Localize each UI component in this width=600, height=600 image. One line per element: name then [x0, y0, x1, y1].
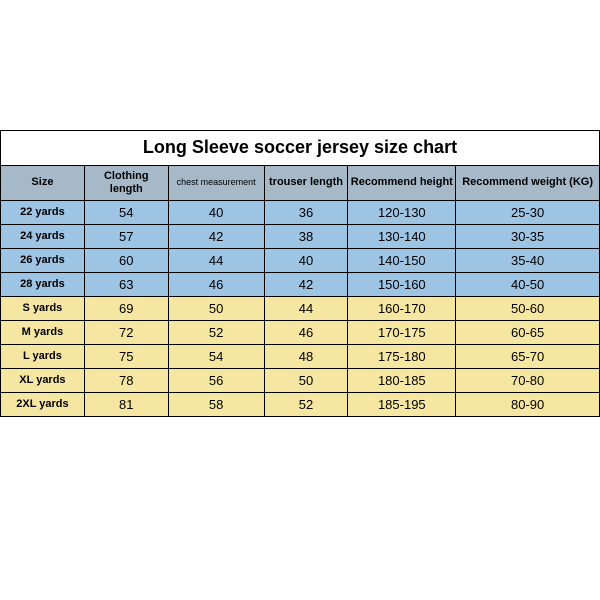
value-cell: 63: [84, 272, 168, 296]
value-cell: 36: [264, 200, 348, 224]
value-cell: 50: [168, 296, 264, 320]
value-cell: 81: [84, 392, 168, 416]
header-row: SizeClothing lengthchest measurementtrou…: [1, 165, 600, 200]
size-cell: S yards: [1, 296, 85, 320]
value-cell: 60-65: [456, 320, 600, 344]
value-cell: 38: [264, 224, 348, 248]
col-header: Recommend height: [348, 165, 456, 200]
size-cell: 22 yards: [1, 200, 85, 224]
title-row: Long Sleeve soccer jersey size chart: [1, 131, 600, 166]
value-cell: 44: [264, 296, 348, 320]
table-row: 26 yards604440140-15035-40: [1, 248, 600, 272]
value-cell: 180-185: [348, 368, 456, 392]
value-cell: 70-80: [456, 368, 600, 392]
size-cell: 28 yards: [1, 272, 85, 296]
value-cell: 50-60: [456, 296, 600, 320]
value-cell: 52: [264, 392, 348, 416]
value-cell: 58: [168, 392, 264, 416]
value-cell: 150-160: [348, 272, 456, 296]
value-cell: 170-175: [348, 320, 456, 344]
value-cell: 175-180: [348, 344, 456, 368]
size-cell: M yards: [1, 320, 85, 344]
table-body: 22 yards544036120-13025-3024 yards574238…: [1, 200, 600, 416]
size-cell: 24 yards: [1, 224, 85, 248]
col-header: trouser length: [264, 165, 348, 200]
col-header: Clothing length: [84, 165, 168, 200]
value-cell: 60: [84, 248, 168, 272]
size-cell: 2XL yards: [1, 392, 85, 416]
table-row: M yards725246170-17560-65: [1, 320, 600, 344]
value-cell: 46: [168, 272, 264, 296]
value-cell: 42: [264, 272, 348, 296]
value-cell: 40-50: [456, 272, 600, 296]
value-cell: 50: [264, 368, 348, 392]
value-cell: 140-150: [348, 248, 456, 272]
value-cell: 75: [84, 344, 168, 368]
table-row: 22 yards544036120-13025-30: [1, 200, 600, 224]
value-cell: 35-40: [456, 248, 600, 272]
value-cell: 52: [168, 320, 264, 344]
value-cell: 57: [84, 224, 168, 248]
size-cell: XL yards: [1, 368, 85, 392]
value-cell: 56: [168, 368, 264, 392]
size-cell: 26 yards: [1, 248, 85, 272]
value-cell: 54: [168, 344, 264, 368]
table-row: L yards755448175-18065-70: [1, 344, 600, 368]
value-cell: 80-90: [456, 392, 600, 416]
table-row: 24 yards574238130-14030-35: [1, 224, 600, 248]
value-cell: 25-30: [456, 200, 600, 224]
table-row: S yards695044160-17050-60: [1, 296, 600, 320]
value-cell: 40: [264, 248, 348, 272]
value-cell: 40: [168, 200, 264, 224]
value-cell: 69: [84, 296, 168, 320]
value-cell: 44: [168, 248, 264, 272]
col-header: chest measurement: [168, 165, 264, 200]
table-row: 2XL yards815852185-19580-90: [1, 392, 600, 416]
size-chart-table: Long Sleeve soccer jersey size chart Siz…: [0, 130, 600, 417]
table-row: XL yards785650180-18570-80: [1, 368, 600, 392]
value-cell: 78: [84, 368, 168, 392]
value-cell: 54: [84, 200, 168, 224]
value-cell: 120-130: [348, 200, 456, 224]
size-chart-container: Long Sleeve soccer jersey size chart Siz…: [0, 0, 600, 417]
value-cell: 42: [168, 224, 264, 248]
table-row: 28 yards634642150-16040-50: [1, 272, 600, 296]
col-header: Size: [1, 165, 85, 200]
value-cell: 185-195: [348, 392, 456, 416]
value-cell: 160-170: [348, 296, 456, 320]
value-cell: 48: [264, 344, 348, 368]
value-cell: 46: [264, 320, 348, 344]
value-cell: 130-140: [348, 224, 456, 248]
value-cell: 30-35: [456, 224, 600, 248]
value-cell: 72: [84, 320, 168, 344]
col-header: Recommend weight (KG): [456, 165, 600, 200]
value-cell: 65-70: [456, 344, 600, 368]
size-cell: L yards: [1, 344, 85, 368]
chart-title: Long Sleeve soccer jersey size chart: [1, 131, 600, 166]
